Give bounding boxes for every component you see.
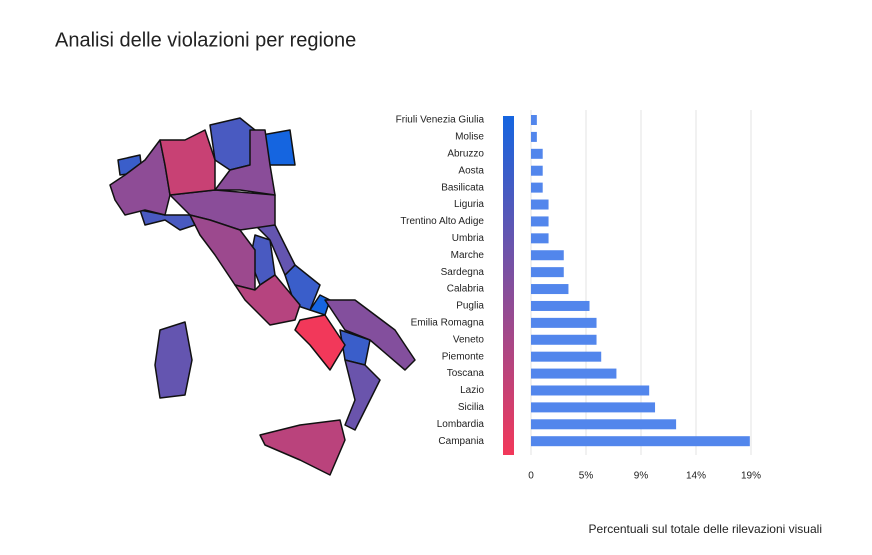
chart-title: Analisi delle violazioni per regione <box>55 29 356 51</box>
y-tick-label: Piemonte <box>442 351 485 362</box>
bar <box>531 368 617 379</box>
y-tick-label: Aosta <box>458 165 484 176</box>
map-region <box>294 314 346 371</box>
y-tick-label: Friuli Venezia Giulia <box>396 115 485 126</box>
y-tick-label: Toscana <box>447 368 485 379</box>
y-tick-label: Molise <box>455 132 484 143</box>
bar <box>531 334 597 345</box>
y-tick-label: Liguria <box>454 199 484 210</box>
y-tick-label: Lazio <box>460 385 484 396</box>
x-tick-label: 0 <box>528 471 534 482</box>
y-tick-label: Basilicata <box>441 182 484 193</box>
y-tick-label: Calabria <box>447 284 485 295</box>
y-tick-label: Umbria <box>452 233 485 244</box>
bar <box>531 216 549 227</box>
bar <box>531 148 543 159</box>
bar <box>531 284 569 295</box>
map-region <box>259 419 346 476</box>
footnote: Percentuali sul totale delle rilevazioni… <box>589 522 822 536</box>
bar <box>531 317 597 328</box>
bar <box>531 250 564 261</box>
map-region <box>159 129 216 196</box>
bar <box>531 436 750 447</box>
bar <box>531 300 590 311</box>
x-tick-label: 9% <box>634 471 649 482</box>
x-tick-label: 19% <box>741 471 761 482</box>
map-region <box>214 129 276 196</box>
bar <box>531 402 656 413</box>
bar <box>531 267 564 278</box>
bar <box>531 165 543 176</box>
map-region <box>139 209 196 231</box>
bar <box>531 131 537 142</box>
map-region <box>209 117 256 171</box>
y-tick-label: Sardegna <box>441 267 485 278</box>
map-region <box>154 321 193 399</box>
y-tick-label: Trentino Alto Adige <box>400 216 484 227</box>
y-tick-label: Veneto <box>453 334 485 345</box>
y-tick-label: Marche <box>451 250 485 261</box>
y-tick-label: Puglia <box>456 301 484 312</box>
map-region <box>344 359 381 431</box>
bar <box>531 233 549 244</box>
map-region <box>109 139 171 216</box>
bar <box>531 199 549 210</box>
y-tick-label: Lombardia <box>437 419 485 430</box>
x-tick-label: 5% <box>579 471 594 482</box>
bar <box>531 419 677 430</box>
bar <box>531 115 537 125</box>
map-region <box>324 299 416 371</box>
y-tick-label: Emilia Romagna <box>411 318 485 329</box>
map-region <box>234 274 301 326</box>
y-tick-label: Campania <box>438 436 484 447</box>
color-scale <box>503 116 514 455</box>
bar <box>531 385 650 396</box>
bar <box>531 351 602 362</box>
bar <box>531 182 543 193</box>
x-tick-label: 14% <box>686 471 706 482</box>
y-tick-label: Abruzzo <box>447 148 484 159</box>
y-tick-label: Sicilia <box>458 402 485 413</box>
